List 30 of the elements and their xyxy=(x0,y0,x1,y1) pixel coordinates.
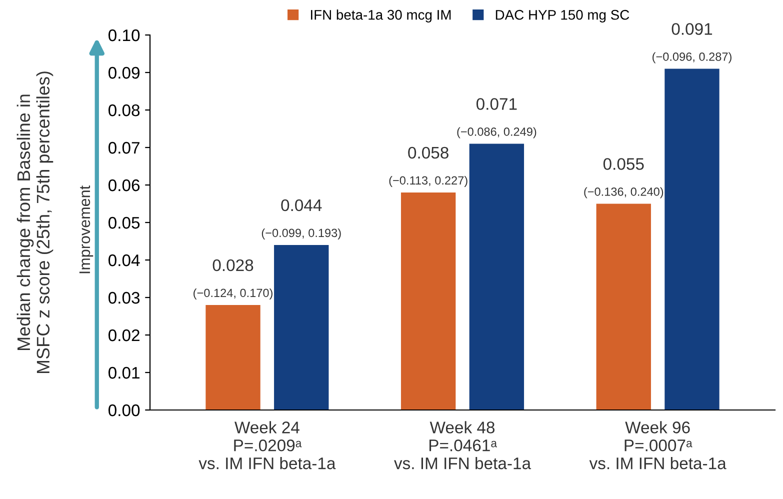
data-label: 0.055 (−0.136, 0.240) xyxy=(584,158,664,198)
bar xyxy=(206,305,260,410)
data-label: 0.091 (−0.096, 0.287) xyxy=(652,23,732,64)
y-tick-label: 0.04 xyxy=(108,254,140,266)
bar xyxy=(664,68,720,410)
y-tick-label: 0.02 xyxy=(108,329,140,342)
y-tick-label: 0.03 xyxy=(108,292,140,304)
data-label: 0.071 (−0.086, 0.249) xyxy=(457,98,536,138)
y-axis-title: Median change from Baseline in MSFC z score (25th, 75th percentiles) xyxy=(16,72,54,374)
data-label: 0.044 (−0.099, 0.193) xyxy=(262,199,341,240)
y-tick-label: 0.05 xyxy=(108,216,140,229)
legend-label: IFN beta-1a 30 mcg IM xyxy=(311,10,451,22)
x-tick-label: Week 24 P=.0209ᵃ vs. IM IFN beta-1a xyxy=(198,421,336,470)
data-label: 0.058 (−0.113, 0.227) xyxy=(389,146,468,187)
data-label: 0.028 (−0.124, 0.170) xyxy=(194,259,272,300)
bar xyxy=(596,204,651,410)
y-tick-label: 0.10 xyxy=(108,29,140,42)
y-tick-label: 0.00 xyxy=(108,404,140,416)
legend-label: DAC HYP 150 mg SC xyxy=(496,10,630,22)
x-tick-label: Week 96 P=.0007ᵃ vs. IM IFN beta-1a xyxy=(589,421,726,470)
x-tick-label: Week 48 P=.0461ᵃ vs. IM IFN beta-1a xyxy=(394,421,532,470)
y-tick-label: 0.01 xyxy=(108,366,140,379)
bar xyxy=(274,245,329,410)
text: Improvement xyxy=(79,186,94,274)
bar xyxy=(400,192,456,410)
y-tick-label: 0.08 xyxy=(108,104,140,116)
bar xyxy=(469,144,524,410)
y-tick-label: 0.06 xyxy=(108,179,140,192)
y-tick-label: 0.07 xyxy=(108,142,140,154)
y-tick-label: 0.09 xyxy=(108,66,140,79)
